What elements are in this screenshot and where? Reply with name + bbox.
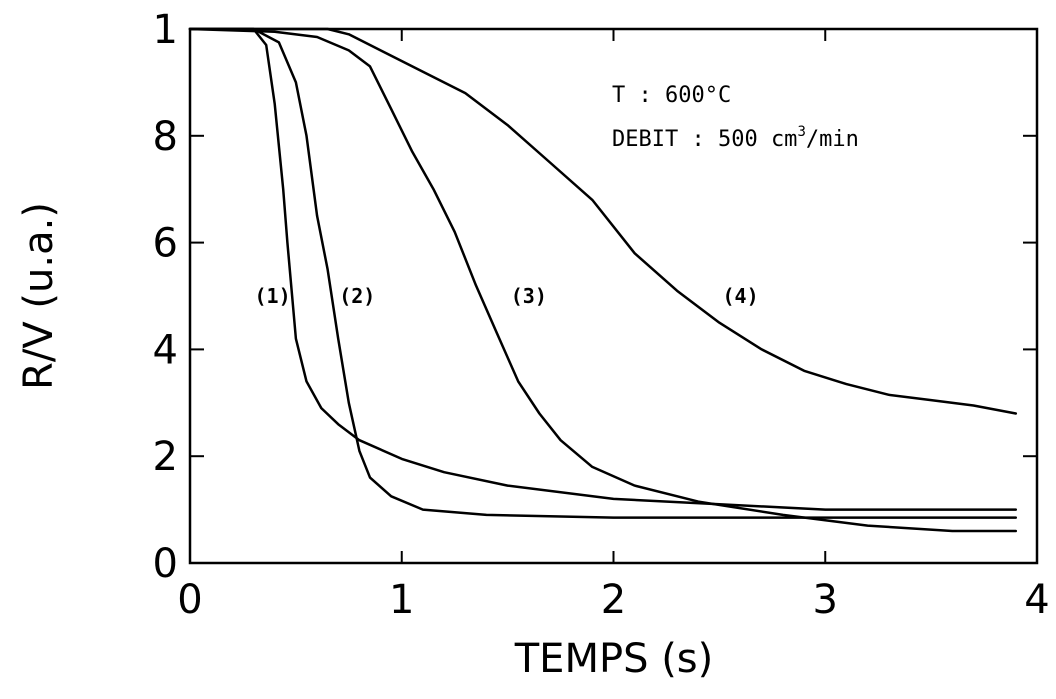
x-tick-label: 1 (389, 577, 414, 623)
series-label-2: (2) (339, 284, 375, 308)
y-axis-title: R/V (u.a.) (16, 202, 62, 390)
series-line-1 (188, 27, 1018, 511)
series-line-2 (188, 27, 1018, 519)
curve-labels: (1) (2) (3) (4) (255, 284, 759, 308)
annotation-flow-suffix: /min (806, 127, 859, 152)
annotation-flow-prefix: DEBIT : 500 cm (612, 127, 797, 152)
x-tick-label: 2 (601, 577, 626, 623)
tick-labels: 0 1 2 3 4 0 2 4 6 8 1 (153, 7, 1050, 623)
ticks (189, 28, 1038, 564)
series-line-3 (188, 27, 1018, 533)
series-label-1: (1) (255, 284, 291, 308)
y-tick-label: 0 (153, 541, 178, 587)
x-axis-title: TEMPS (s) (514, 636, 714, 682)
y-tick-label: 6 (153, 221, 178, 267)
plot-frame (188, 27, 1039, 565)
series-label-3: (3) (511, 284, 547, 308)
y-tick-label: 1 (153, 7, 178, 53)
curves (188, 27, 1018, 533)
y-tick-label: 2 (153, 434, 178, 480)
annotation-flow: DEBIT : 500 cm3/min (612, 124, 859, 152)
x-tick-label: 4 (1024, 577, 1049, 623)
series-label-4: (4) (722, 284, 758, 308)
annotation-temperature: T : 600°C (612, 83, 731, 108)
annotation-flow-sup: 3 (797, 124, 805, 140)
x-tick-label: 3 (813, 577, 838, 623)
y-tick-label: 8 (153, 114, 178, 160)
y-tick-label: 4 (153, 327, 178, 373)
x-tick-label: 0 (177, 577, 202, 623)
series-line-4 (188, 27, 1018, 415)
